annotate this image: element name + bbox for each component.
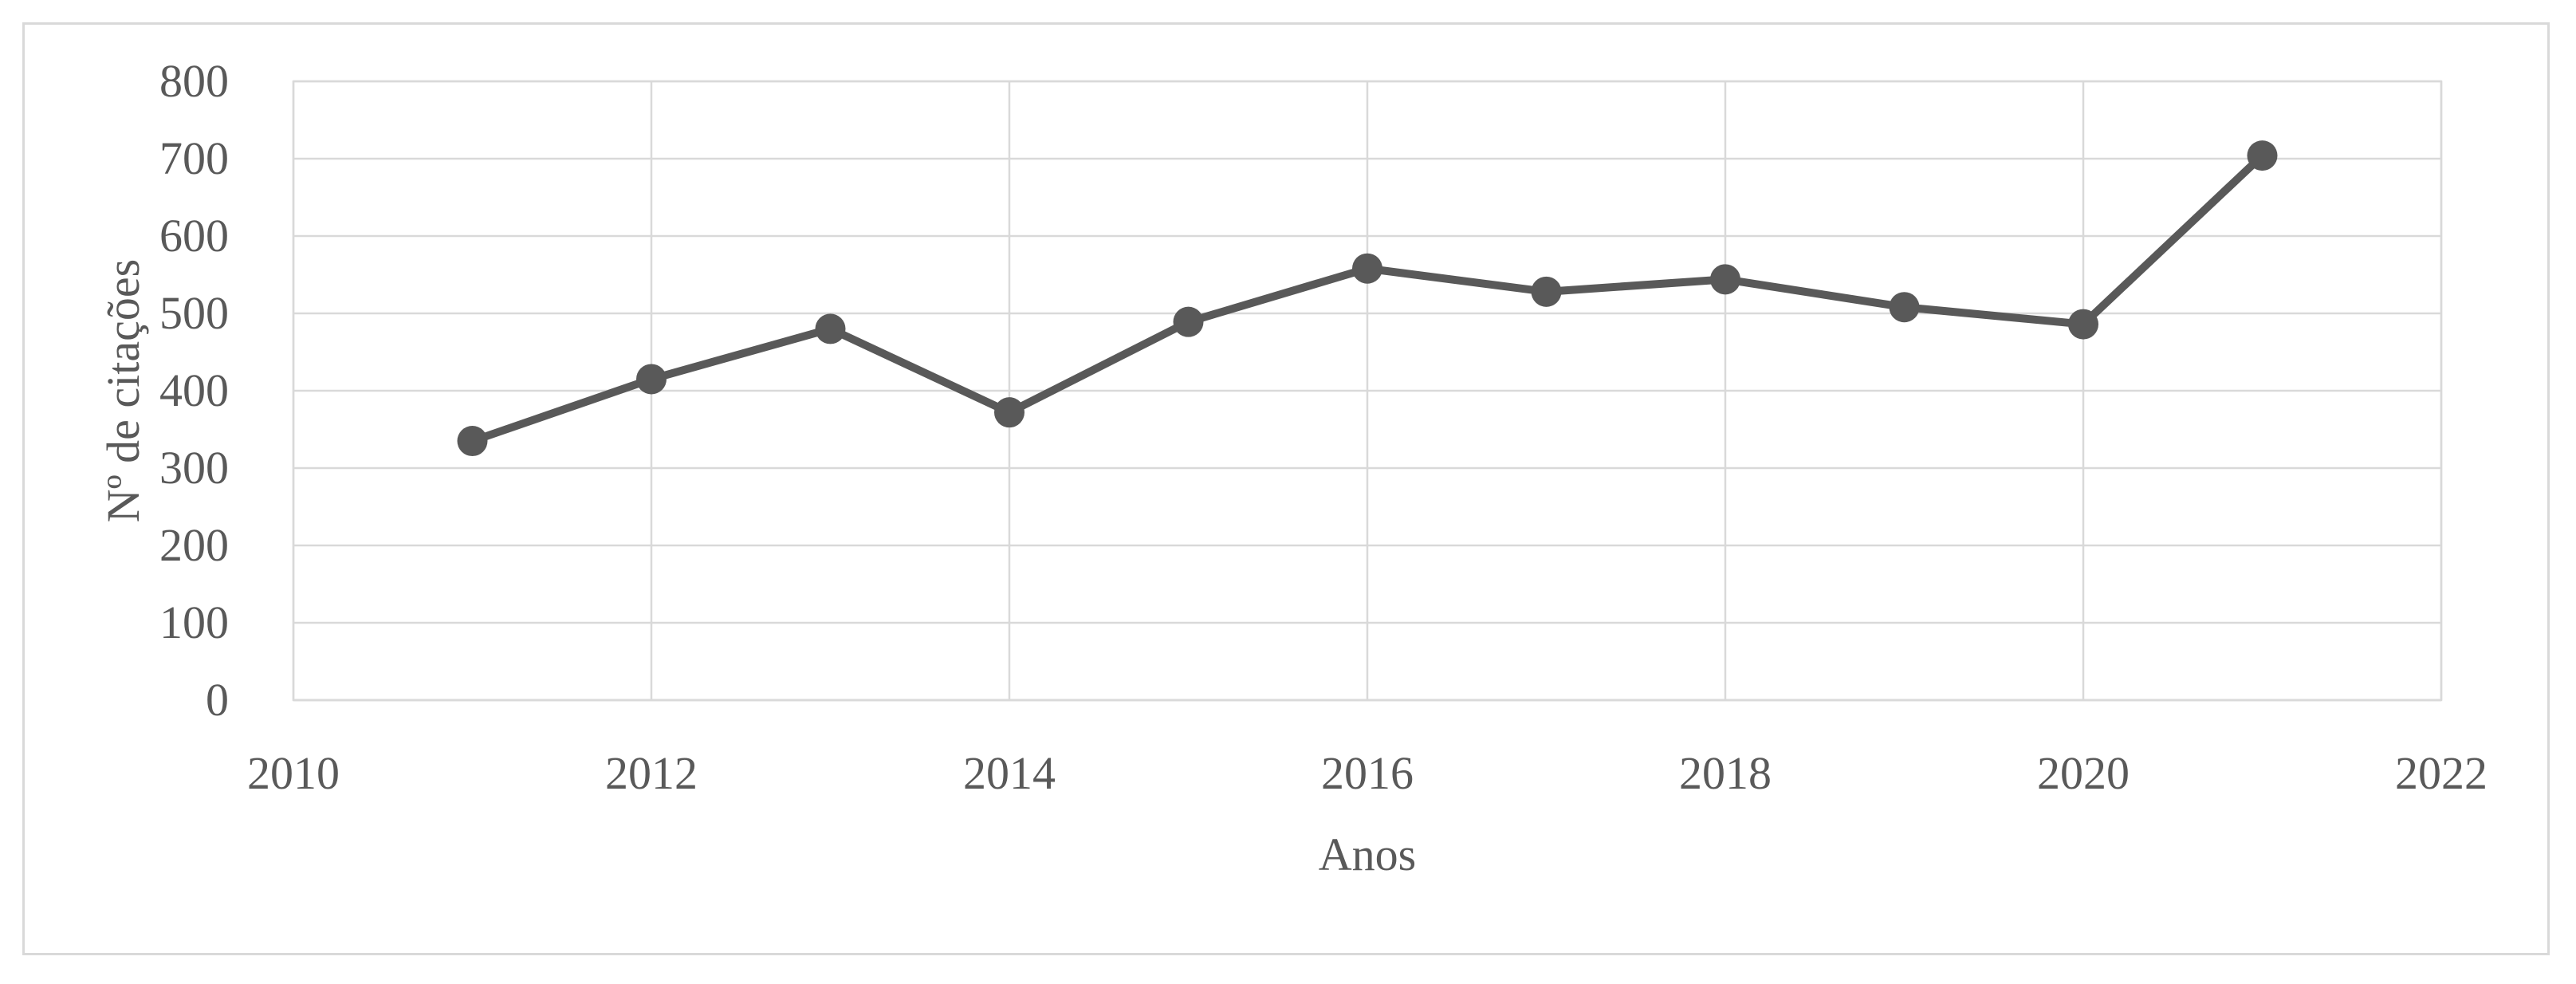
y-tick-label: 100: [159, 596, 229, 648]
data-point-marker: [1889, 292, 1920, 323]
y-tick-label: 200: [159, 519, 229, 571]
x-tick-label: 2016: [1321, 747, 1414, 799]
plot-area-border: [292, 80, 2443, 702]
figure-border-frame: [22, 22, 2550, 955]
y-tick-label: 700: [159, 132, 229, 184]
y-tick-label: 600: [159, 210, 229, 262]
y-tick-label: 400: [159, 364, 229, 416]
y-tick-label: 300: [159, 442, 229, 494]
data-series: [457, 140, 2278, 457]
x-tick-label: 2022: [2395, 747, 2488, 799]
x-tick-label: 2012: [605, 747, 698, 799]
x-tick-label: 2020: [2037, 747, 2130, 799]
x-tick-label: 2018: [1679, 747, 1772, 799]
y-tick-label: 0: [206, 674, 229, 726]
data-point-marker: [2247, 140, 2278, 171]
x-tick-label: 2014: [963, 747, 1056, 799]
data-point-marker: [1173, 306, 1204, 337]
data-point-marker: [1710, 264, 1740, 295]
x-tick-label: 2010: [247, 747, 340, 799]
y-tick-label: 500: [159, 287, 229, 339]
y-tick-label: 800: [159, 55, 229, 107]
data-point-marker: [457, 426, 488, 457]
data-point-marker: [1531, 276, 1562, 307]
data-point-marker: [2068, 309, 2098, 340]
data-point-marker: [815, 313, 846, 344]
x-axis-title: Anos: [1318, 829, 1417, 880]
data-point-marker: [994, 397, 1025, 428]
data-point-marker: [636, 364, 667, 395]
data-point-marker: [1352, 253, 1382, 284]
plot-area-outline: [292, 80, 2443, 702]
